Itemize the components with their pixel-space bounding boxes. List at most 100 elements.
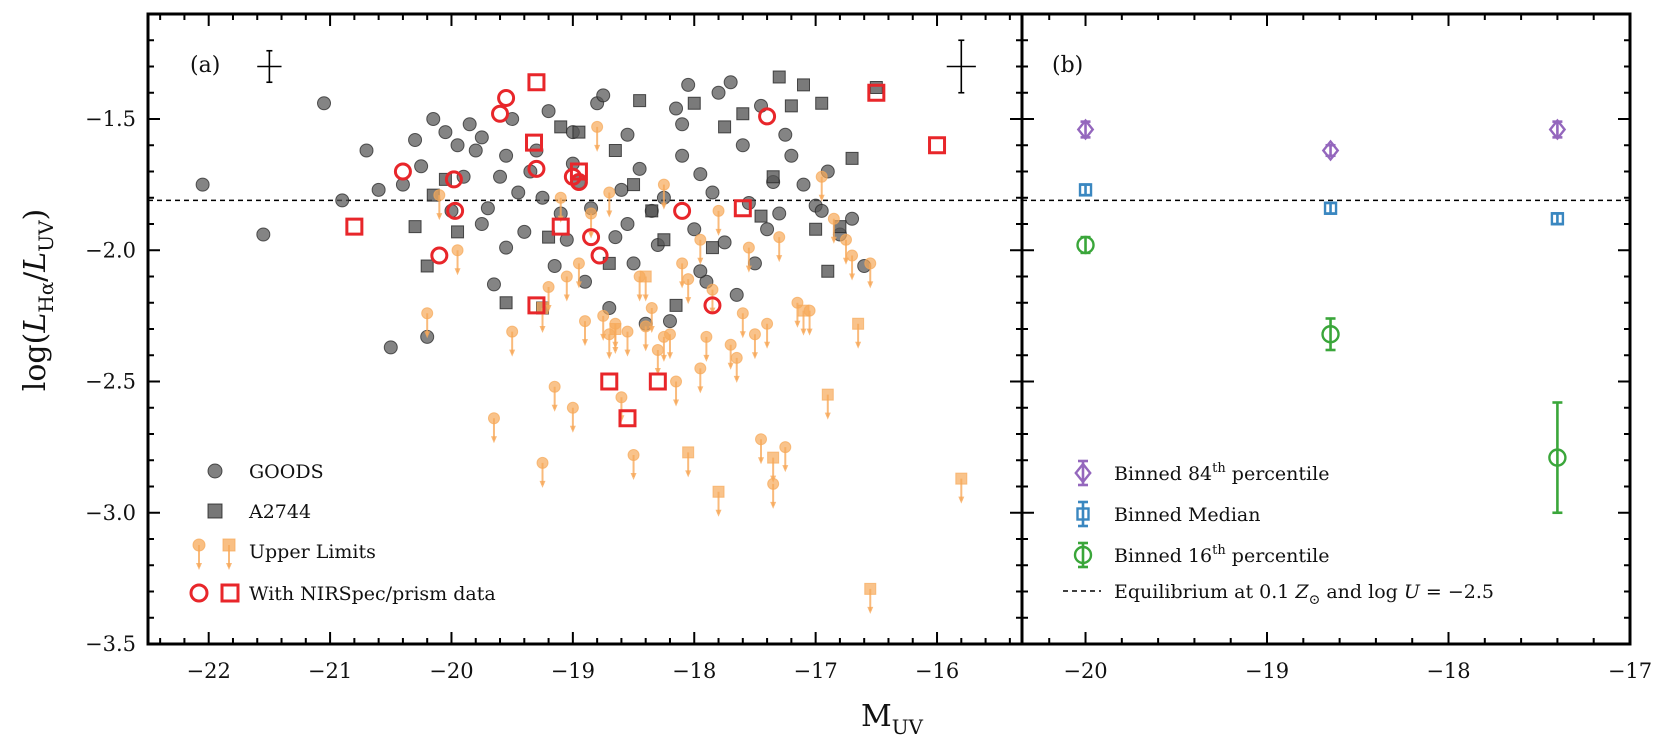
goods-point [427, 113, 440, 126]
legend-nirspec-label: With NIRSpec/prism data [249, 583, 496, 605]
y-tick-label: −1.5 [85, 107, 136, 131]
y-tick-label: −2.0 [85, 238, 136, 262]
upper-limit-circle [586, 208, 597, 219]
upper-limit-circle [840, 234, 851, 245]
upper-limit-arrow-head [703, 355, 709, 362]
goods-point [360, 144, 373, 157]
nirspec-circle [395, 164, 410, 179]
a2744-point [870, 82, 882, 94]
goods-point [475, 131, 488, 144]
a2744-point [810, 223, 822, 235]
goods-point [257, 228, 270, 241]
upper-limit-circle [725, 339, 736, 350]
upper-limit-arrow-head [643, 295, 649, 302]
upper-limit-arrow-head [564, 295, 570, 302]
upper-limit-circle [592, 121, 603, 132]
goods-point [718, 236, 731, 249]
upper-limit-arrow-head [770, 502, 776, 509]
goods-point [542, 105, 555, 118]
goods-point [730, 288, 743, 301]
legend-label-1: Binned Median [1114, 504, 1260, 526]
upper-limit-circle [774, 232, 785, 243]
upper-limit-arrow-head [697, 386, 703, 393]
upper-limit-square [768, 452, 779, 463]
goods-point [621, 128, 634, 141]
upper-limit-circle [780, 442, 791, 453]
goods-point [706, 186, 719, 199]
upper-limit-arrow-head [661, 355, 667, 362]
a2744-point [573, 126, 585, 138]
y-tick-label: −3.5 [85, 632, 136, 656]
nirspec-circle [432, 248, 447, 263]
goods-point [196, 178, 209, 191]
upper-limit-arrow-head [570, 426, 576, 433]
goods-point [475, 218, 488, 231]
goods-point [494, 170, 507, 183]
legend-limit-square [223, 539, 235, 551]
upper-limit-circle [658, 331, 669, 342]
nirspec-square [602, 374, 617, 389]
legend-text-part: ⊙ [1309, 592, 1321, 608]
upper-limit-arrow-head [540, 481, 546, 488]
panel-b-label: (b) [1052, 53, 1083, 78]
x-tick-label: −18 [672, 659, 716, 683]
upper-limit-arrow-head [612, 347, 618, 354]
upper-limit-circle [762, 318, 773, 329]
goods-point [627, 257, 640, 270]
upper-limit-arrow-head [540, 326, 546, 333]
upper-limit-circle [865, 258, 876, 269]
legend-superscript: th [1212, 543, 1226, 558]
upper-limit-circle [816, 171, 827, 182]
nirspec-circle [499, 91, 514, 106]
upper-limit-circle [434, 190, 445, 201]
upper-limit-arrow-head [667, 352, 673, 359]
upper-limit-circle [628, 450, 639, 461]
upper-limit-arrow-head [843, 258, 849, 265]
legend-limit-arrow-head [226, 563, 232, 570]
upper-limit-arrow-head [582, 339, 588, 346]
upper-limit-circle [731, 352, 742, 363]
upper-limit-circle [713, 205, 724, 216]
a2744-point [846, 152, 858, 164]
upper-limit-circle [677, 258, 688, 269]
x-tick-label: −22 [187, 659, 231, 683]
legend-text-part: = −2.5 [1420, 581, 1494, 603]
upper-limit-circle [598, 310, 609, 321]
upper-limit-arrow-head [867, 607, 873, 614]
legend-text-part: percentile [1226, 463, 1330, 485]
x-tick-label: −19 [551, 659, 595, 683]
legend-superscript: th [1212, 461, 1226, 476]
legend-text-part: Z [1294, 581, 1309, 603]
upper-limit-arrow-head [958, 497, 964, 504]
upper-limit-arrow-head [661, 203, 667, 210]
upper-limit-arrow-head [509, 350, 515, 357]
upper-limit-square [956, 473, 967, 484]
a2744-point [755, 210, 767, 222]
goods-point [439, 126, 452, 139]
goods-point [670, 102, 683, 115]
nirspec-square [347, 219, 362, 234]
upper-limit-arrow-head [867, 281, 873, 288]
upper-limit-circle [695, 234, 706, 245]
upper-limit-arrow-head [637, 295, 643, 302]
x-tick-label: −20 [1063, 659, 1107, 683]
y-tick-label: −2.5 [85, 370, 136, 394]
upper-limit-arrow-head [764, 342, 770, 349]
goods-point [500, 241, 513, 254]
legend-text-part: percentile [1226, 545, 1330, 567]
a2744-point [822, 265, 834, 277]
upper-limit-arrow-head [491, 436, 497, 443]
x-tick-label: −18 [1426, 659, 1470, 683]
x-axis-label: MUV [861, 699, 924, 739]
goods-point [384, 341, 397, 354]
goods-point [736, 139, 749, 152]
goods-point [500, 149, 513, 162]
upper-limit-circle [561, 271, 572, 282]
a2744-point [452, 226, 464, 238]
goods-point [785, 149, 798, 162]
upper-limit-arrow-head [685, 297, 691, 304]
upper-limit-circle [616, 392, 627, 403]
x-tick-label: −16 [915, 659, 959, 683]
upper-limit-arrow-head [716, 229, 722, 236]
